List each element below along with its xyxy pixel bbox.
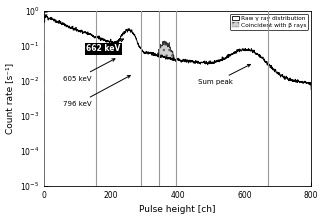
Text: 605 keV: 605 keV [63,59,115,82]
Text: 662 keV: 662 keV [86,39,123,53]
X-axis label: Pulse height [ch]: Pulse height [ch] [140,205,216,214]
Text: (iii): (iii) [208,130,219,137]
Text: Sum peak: Sum peak [198,64,250,85]
Legend: Raw γ ray distribution, Coincident with β rays: Raw γ ray distribution, Coincident with … [230,14,308,29]
Text: 796 keV: 796 keV [63,75,130,107]
Text: (ii): (ii) [163,119,172,125]
Y-axis label: Count rate [s⁻¹]: Count rate [s⁻¹] [6,63,15,134]
Text: (i): (i) [115,119,122,125]
